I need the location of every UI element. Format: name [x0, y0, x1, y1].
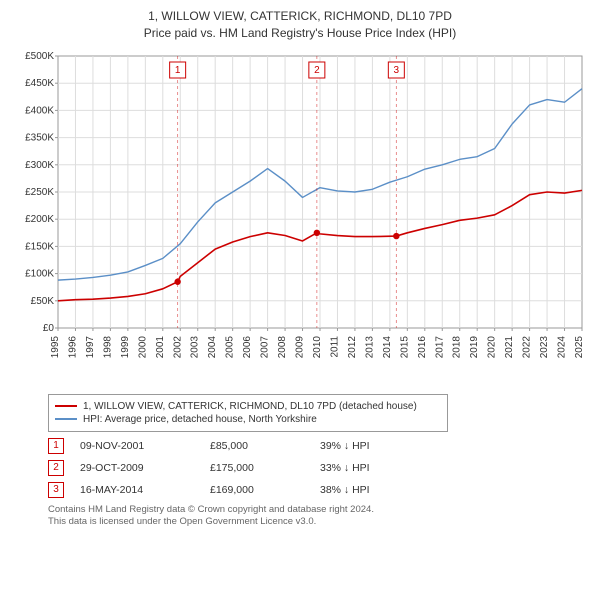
svg-text:£500K: £500K: [25, 51, 54, 62]
svg-text:1997: 1997: [85, 335, 96, 358]
line-chart-svg: £0 £50K £100K £150K £200K £250K £300K £350K £400…: [12, 48, 588, 388]
svg-text:2016: 2016: [417, 335, 428, 358]
footer-line-2: This data is licensed under the Open Gov…: [48, 516, 588, 529]
legend-item-hpi: HPI: Average price, detached house, Nort…: [55, 414, 441, 425]
svg-text:2002: 2002: [172, 335, 183, 358]
legend-text-property: 1, WILLOW VIEW, CATTERICK, RICHMOND, DL1…: [83, 401, 417, 412]
svg-text:2019: 2019: [469, 335, 480, 358]
legend-swatch-hpi: [55, 418, 77, 420]
legend-box: 1, WILLOW VIEW, CATTERICK, RICHMOND, DL1…: [48, 394, 448, 432]
footer: Contains HM Land Registry data © Crown c…: [48, 504, 588, 530]
svg-text:£200K: £200K: [25, 214, 54, 225]
svg-text:2006: 2006: [242, 335, 253, 358]
legend-swatch-property: [55, 405, 77, 407]
svg-text:2025: 2025: [574, 335, 585, 358]
sale-diff-3: 38% ↓ HPI: [320, 484, 440, 496]
sale-date-2: 29-OCT-2009: [80, 462, 210, 474]
svg-text:3: 3: [394, 65, 400, 76]
legend-text-hpi: HPI: Average price, detached house, Nort…: [83, 414, 317, 425]
svg-text:2011: 2011: [329, 335, 340, 357]
svg-text:1996: 1996: [67, 335, 78, 358]
svg-text:2015: 2015: [399, 335, 410, 358]
svg-text:£0: £0: [43, 323, 55, 334]
svg-text:£100K: £100K: [25, 268, 54, 279]
svg-text:1998: 1998: [102, 335, 113, 358]
svg-text:1: 1: [175, 65, 181, 76]
svg-text:2: 2: [314, 65, 320, 76]
title-address: 1, WILLOW VIEW, CATTERICK, RICHMOND, DL1…: [12, 8, 588, 25]
svg-text:2001: 2001: [155, 335, 166, 358]
svg-text:2024: 2024: [557, 335, 568, 358]
sale-date-1: 09-NOV-2001: [80, 440, 210, 452]
svg-text:2008: 2008: [277, 335, 288, 358]
chart-container: 1, WILLOW VIEW, CATTERICK, RICHMOND, DL1…: [0, 0, 600, 535]
svg-text:2012: 2012: [347, 335, 358, 358]
sale-marker-2: 2: [48, 460, 64, 476]
sale-row-1: 1 09-NOV-2001 £85,000 39% ↓ HPI: [48, 438, 588, 454]
svg-text:2004: 2004: [207, 335, 218, 358]
svg-text:£250K: £250K: [25, 187, 54, 198]
sale-date-3: 16-MAY-2014: [80, 484, 210, 496]
svg-text:£400K: £400K: [25, 105, 54, 116]
svg-text:2007: 2007: [260, 335, 271, 358]
svg-text:£150K: £150K: [25, 241, 54, 252]
svg-text:2014: 2014: [382, 335, 393, 358]
sale-row-3: 3 16-MAY-2014 £169,000 38% ↓ HPI: [48, 482, 588, 498]
svg-text:2005: 2005: [225, 335, 236, 358]
sale-price-1: £85,000: [210, 440, 320, 452]
legend-item-property: 1, WILLOW VIEW, CATTERICK, RICHMOND, DL1…: [55, 401, 441, 412]
svg-text:£450K: £450K: [25, 78, 54, 89]
svg-text:£350K: £350K: [25, 132, 54, 143]
svg-text:2018: 2018: [452, 335, 463, 358]
sale-diff-1: 39% ↓ HPI: [320, 440, 440, 452]
svg-text:£300K: £300K: [25, 159, 54, 170]
svg-text:1999: 1999: [120, 335, 131, 358]
svg-text:2017: 2017: [434, 335, 445, 358]
chart-area: £0 £50K £100K £150K £200K £250K £300K £350K £400…: [12, 48, 588, 388]
svg-text:2022: 2022: [522, 335, 533, 358]
sale-price-2: £175,000: [210, 462, 320, 474]
sales-table: 1 09-NOV-2001 £85,000 39% ↓ HPI 2 29-OCT…: [48, 438, 588, 498]
footer-line-1: Contains HM Land Registry data © Crown c…: [48, 504, 588, 517]
title-block: 1, WILLOW VIEW, CATTERICK, RICHMOND, DL1…: [12, 8, 588, 42]
svg-text:2003: 2003: [190, 335, 201, 358]
svg-text:2020: 2020: [487, 335, 498, 358]
svg-text:2009: 2009: [295, 335, 306, 358]
svg-text:2000: 2000: [137, 335, 148, 358]
sale-diff-2: 33% ↓ HPI: [320, 462, 440, 474]
title-subtitle: Price paid vs. HM Land Registry's House …: [12, 25, 588, 42]
svg-text:2010: 2010: [312, 335, 323, 358]
svg-text:1995: 1995: [50, 335, 61, 358]
svg-text:2021: 2021: [504, 335, 515, 358]
svg-text:£50K: £50K: [31, 295, 55, 306]
sale-marker-3: 3: [48, 482, 64, 498]
svg-text:2023: 2023: [539, 335, 550, 358]
sale-price-3: £169,000: [210, 484, 320, 496]
svg-text:2013: 2013: [364, 335, 375, 358]
sale-row-2: 2 29-OCT-2009 £175,000 33% ↓ HPI: [48, 460, 588, 476]
sale-marker-1: 1: [48, 438, 64, 454]
